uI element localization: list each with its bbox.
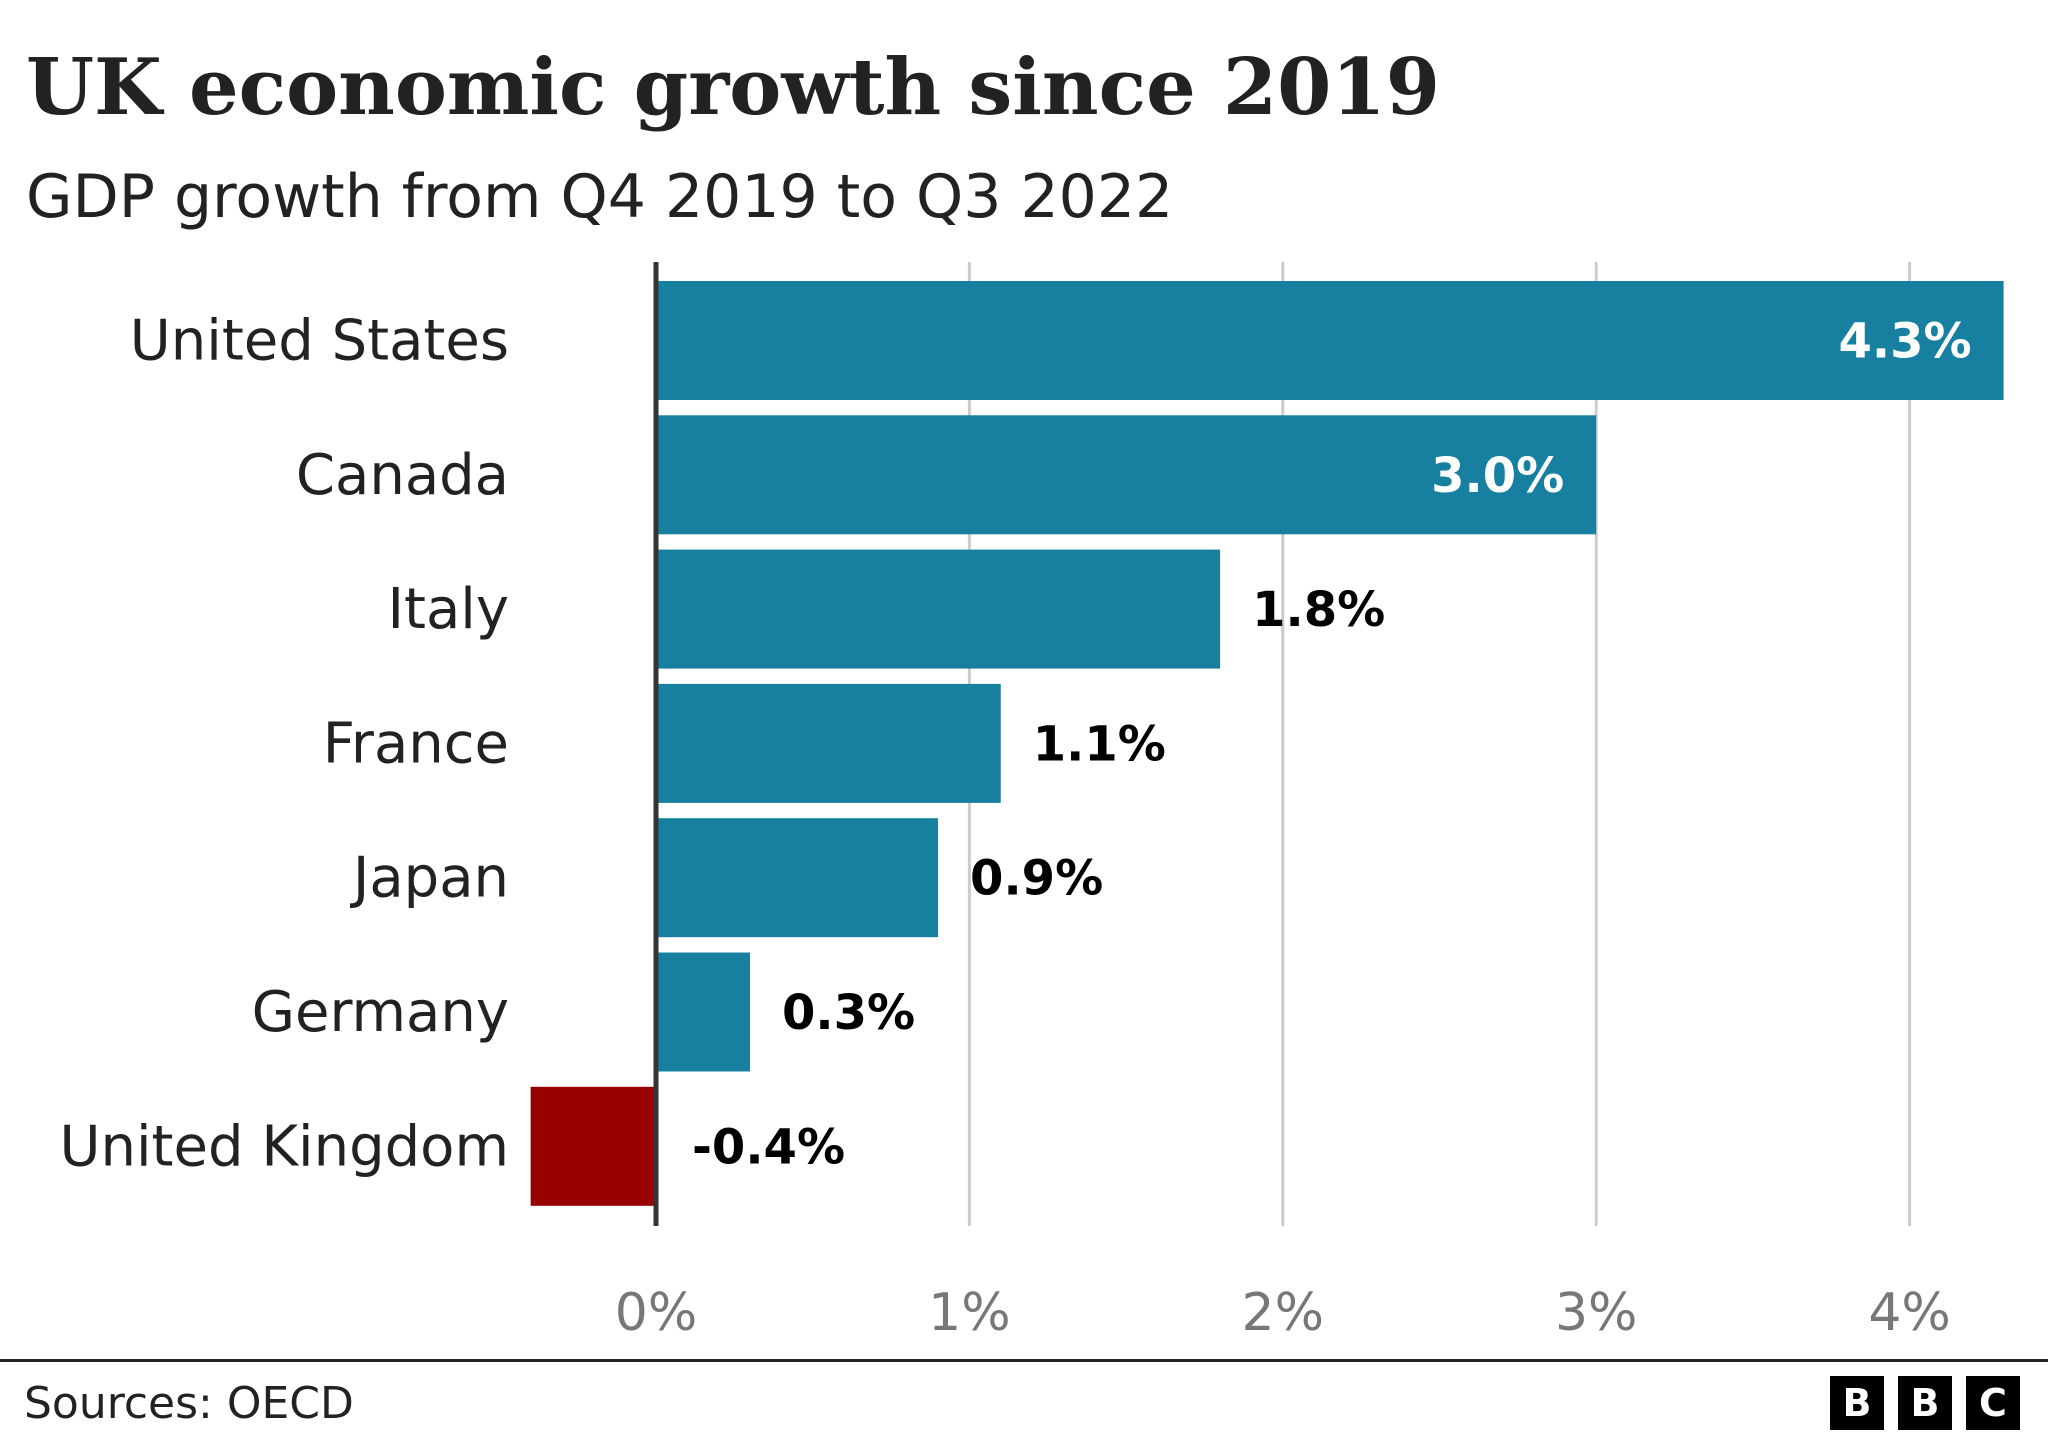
bar xyxy=(656,952,751,1072)
bar-chart: 0% 1% 2% 3% 4% United States 4.3% Canada 3.0% Ita… xyxy=(60,262,2004,1343)
x-tick-label: 4% xyxy=(1868,1283,1951,1343)
data-label: 0.9% xyxy=(970,851,1103,907)
data-label: 4.3% xyxy=(1838,314,1971,370)
bar xyxy=(656,818,939,938)
x-tick-label: 2% xyxy=(1242,1283,1325,1343)
data-label: 0.3% xyxy=(782,985,915,1041)
data-label: 1.1% xyxy=(1033,716,1166,772)
bar xyxy=(656,549,1221,669)
category-label: United States xyxy=(130,309,509,374)
bbc-logo: B B C xyxy=(1830,1376,2020,1430)
bbc-logo-letter: C xyxy=(1966,1376,2020,1430)
x-tick-label: 3% xyxy=(1555,1283,1638,1343)
footer-divider xyxy=(0,1359,2048,1362)
chart-title: UK economic growth since 2019 xyxy=(26,42,1440,133)
bbc-logo-letter: B xyxy=(1830,1376,1884,1430)
bar xyxy=(656,415,1597,535)
x-tick-label: 1% xyxy=(928,1283,1011,1343)
sources-note: Sources: OECD xyxy=(24,1378,354,1429)
category-label: Japan xyxy=(350,846,509,911)
bar xyxy=(656,281,2004,400)
chart-subtitle: GDP growth from Q4 2019 to Q3 2022 xyxy=(26,162,1174,232)
category-label: Italy xyxy=(388,577,510,642)
category-label: Germany xyxy=(252,980,509,1045)
category-label: France xyxy=(323,711,509,776)
data-label: 3.0% xyxy=(1431,448,1564,504)
data-label: 1.8% xyxy=(1252,582,1385,638)
x-tick-label: 0% xyxy=(615,1283,698,1343)
category-label: United Kingdom xyxy=(60,1114,509,1179)
bar xyxy=(656,683,1001,803)
bbc-logo-letter: B xyxy=(1898,1376,1952,1430)
data-label: -0.4% xyxy=(692,1119,845,1175)
category-label: Canada xyxy=(296,443,509,508)
bar xyxy=(530,1086,656,1206)
